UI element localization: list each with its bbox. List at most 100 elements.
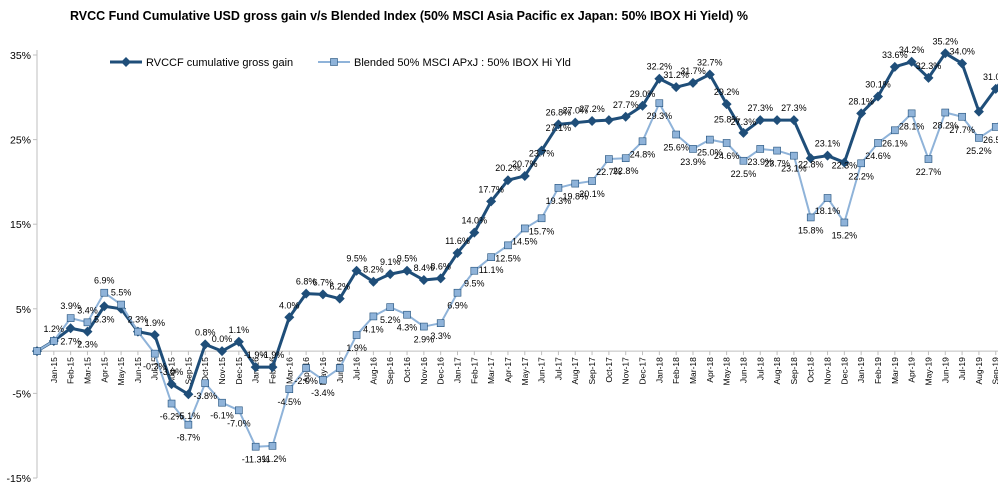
series-line [36,102,998,448]
data-label: 22.8% [798,160,824,170]
x-tick-label: Feb-15 [66,357,76,384]
data-point [217,346,228,357]
data-point [100,288,109,297]
data-point [755,115,766,126]
data-point [638,137,647,146]
data-label: 32.7% [697,57,723,67]
x-tick-label: Nov-16 [419,357,429,385]
data-point [874,139,882,147]
legend-label-rvccf: RVCCF cumulative gross gain [146,57,293,69]
data-label: 4.0% [279,300,300,310]
x-tick-label: Dec-15 [234,357,244,385]
data-point [605,155,613,163]
data-label: 27.3% [731,117,757,127]
data-point [889,61,900,72]
x-tick-label: Jan-17 [453,357,463,383]
data-label: 24.6% [865,151,891,161]
x-tick-label: Aug-15 [167,357,177,385]
data-point [200,339,211,350]
data-label: 3.4% [77,305,98,315]
data-label: 2.7% [60,336,81,346]
data-label: 22.3% [832,160,858,170]
labels-layer: 1.2%2.7%2.3%5.3% 2.3%1.9%-3.9%0.8%0.0%1.1… [44,36,998,464]
data-point [924,155,933,163]
data-label: -5.1% [177,411,201,421]
data-label: 33.6% [882,50,908,60]
data-point [839,157,850,168]
data-point [418,275,429,286]
data-label: 8.4% [414,263,435,273]
data-label: -8.7% [177,433,201,443]
data-label: -1.9% [261,350,285,360]
data-point [66,314,75,322]
data-point [218,398,226,407]
data-label: 30.1% [865,79,891,89]
data-label: 23.7% [764,159,790,169]
data-point [33,347,41,355]
x-tick-label: Sep-16 [385,357,395,385]
data-point [386,303,395,311]
data-label: 1.9% [346,343,367,353]
data-label: 19.8% [562,192,588,202]
data-point [420,322,428,331]
data-point [907,109,916,118]
data-point [772,115,783,126]
data-label: 32.2% [647,62,673,72]
data-point [82,326,93,337]
data-point [705,135,714,144]
x-tick-label: Jul-18 [755,357,765,380]
data-label: 22.7% [596,167,622,177]
data-point [554,184,563,192]
chart-title: RVCC Fund Cumulative USD gross gain v/s … [70,9,748,23]
data-point [689,145,697,153]
data-point [453,288,462,297]
data-label: 27.3% [747,103,773,113]
data-point [469,227,480,238]
legend-marker-rvccf [121,57,131,67]
data-label: -6.1% [210,411,234,421]
legend: RVCCF cumulative gross gain Blended 50% M… [110,57,571,69]
data-point [620,111,631,122]
data-label: 4.1% [363,324,384,334]
data-label: 22.8% [613,166,639,176]
data-label: -3.9% [160,367,184,377]
data-point [537,214,546,223]
data-point [721,99,732,110]
data-point [486,196,497,207]
data-label: 6.2% [330,282,351,292]
data-point [857,159,865,168]
x-tick-label: Aug-17 [570,357,580,385]
x-tick-label: Dec-18 [839,357,849,385]
data-label: 2.3% [128,315,149,325]
data-label: 28.1% [848,96,874,106]
x-tick-label: May-16 [318,357,328,386]
x-tick-label: Apr-18 [705,357,715,383]
data-point [975,134,983,142]
y-tick-label: 25% [10,135,31,147]
data-label: 11.1% [479,265,504,275]
data-label: 22.5% [731,169,757,179]
data-point [973,106,984,117]
data-label: 6.9% [94,276,115,286]
data-point [319,376,327,384]
x-tick-label: May-19 [923,357,933,386]
data-point [958,112,966,121]
y-tick-label: 5% [16,304,31,316]
x-tick-label: Jun-15 [133,357,143,383]
data-point [250,362,261,373]
data-label: 9.5% [397,254,418,264]
data-label: 23.1% [781,164,807,174]
data-point [183,389,194,400]
data-point [873,91,883,102]
data-label: 29.2% [714,87,740,97]
series-2 [33,99,998,451]
data-label: 5.3% [94,314,115,324]
data-point [150,349,159,358]
data-point [452,247,463,258]
data-label: -1.9% [244,350,268,360]
data-label: -7.0% [227,418,251,428]
data-label: 34.2% [899,45,925,55]
data-label: 17.7% [478,184,504,194]
data-point [923,72,934,83]
